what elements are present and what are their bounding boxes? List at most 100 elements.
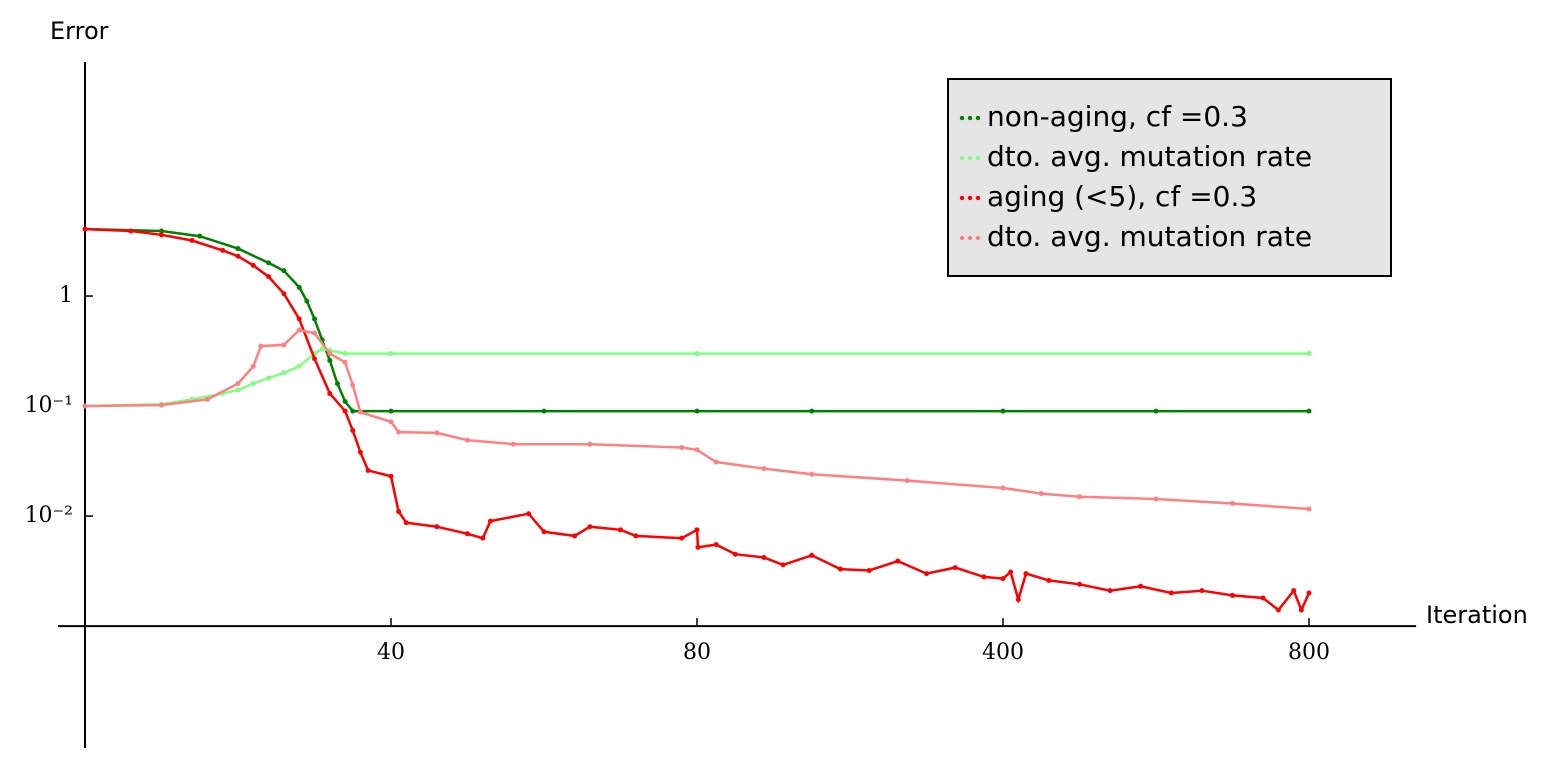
legend-marker bbox=[959, 195, 965, 201]
point bbox=[235, 246, 241, 252]
point bbox=[197, 233, 203, 239]
legend-marker bbox=[959, 235, 965, 241]
series-line bbox=[84, 328, 1310, 511]
legend-marker bbox=[967, 195, 973, 201]
legend-label: non-aging, cf =0.3 bbox=[987, 100, 1248, 133]
point bbox=[587, 441, 593, 447]
point bbox=[587, 524, 593, 530]
point bbox=[1291, 588, 1297, 594]
point bbox=[809, 471, 815, 477]
point bbox=[1008, 569, 1014, 575]
point bbox=[1168, 590, 1174, 596]
point bbox=[342, 359, 348, 365]
point bbox=[837, 566, 843, 572]
x-tick-label: 800 bbox=[1288, 640, 1330, 665]
point bbox=[633, 533, 639, 539]
point bbox=[1138, 583, 1144, 589]
legend-marker bbox=[967, 115, 973, 121]
legend-label: dto. avg. mutation rate bbox=[987, 220, 1312, 253]
legend: non-aging, cf =0.3 dto. avg. mutation rat… bbox=[959, 100, 1312, 253]
legend-label: dto. avg. mutation rate bbox=[987, 140, 1312, 173]
x-tick-label: 40 bbox=[377, 640, 405, 665]
point bbox=[396, 429, 402, 435]
point bbox=[312, 356, 317, 362]
point bbox=[761, 466, 767, 472]
series-line bbox=[84, 227, 1311, 614]
point bbox=[694, 351, 700, 357]
point bbox=[695, 544, 701, 550]
point bbox=[159, 402, 164, 408]
point bbox=[250, 363, 256, 369]
point bbox=[235, 387, 241, 393]
point bbox=[1230, 501, 1235, 507]
point bbox=[618, 527, 623, 533]
point bbox=[1306, 351, 1312, 357]
point bbox=[159, 228, 164, 234]
point bbox=[266, 260, 272, 266]
point bbox=[434, 524, 440, 530]
point bbox=[357, 449, 363, 455]
point bbox=[713, 459, 719, 465]
point bbox=[281, 268, 287, 274]
x-axis-label: Iteration bbox=[1426, 601, 1528, 629]
point bbox=[220, 247, 226, 253]
point bbox=[365, 467, 371, 473]
point bbox=[296, 363, 302, 369]
point bbox=[1260, 595, 1266, 601]
point bbox=[250, 381, 256, 387]
point bbox=[250, 262, 256, 268]
legend-marker bbox=[967, 155, 973, 161]
point bbox=[1275, 607, 1281, 613]
point bbox=[732, 551, 738, 557]
point bbox=[350, 427, 356, 433]
point bbox=[1000, 485, 1006, 491]
legend-marker bbox=[975, 155, 981, 161]
point bbox=[235, 381, 241, 387]
point bbox=[1046, 577, 1052, 583]
point bbox=[327, 351, 333, 357]
point bbox=[281, 370, 287, 376]
point bbox=[388, 351, 394, 357]
y-axis-label: Error bbox=[50, 17, 109, 45]
point bbox=[895, 558, 901, 564]
point bbox=[388, 408, 394, 414]
point bbox=[319, 346, 325, 352]
point bbox=[1153, 496, 1159, 502]
point bbox=[82, 226, 88, 232]
point bbox=[694, 527, 700, 533]
legend-marker bbox=[975, 115, 981, 121]
point bbox=[694, 408, 700, 414]
point bbox=[281, 291, 287, 297]
point bbox=[82, 403, 88, 409]
series-line bbox=[84, 347, 1309, 408]
point bbox=[1000, 576, 1006, 582]
point bbox=[1038, 491, 1044, 497]
point bbox=[128, 228, 134, 234]
point bbox=[1199, 588, 1205, 594]
point bbox=[342, 351, 348, 357]
point bbox=[694, 447, 700, 453]
x-tick-label: 80 bbox=[683, 640, 711, 665]
point bbox=[1306, 506, 1312, 512]
point bbox=[296, 284, 302, 290]
point bbox=[981, 574, 987, 580]
point bbox=[1107, 588, 1113, 594]
point bbox=[350, 408, 356, 414]
point bbox=[189, 237, 195, 243]
point bbox=[296, 327, 302, 333]
point bbox=[312, 330, 317, 336]
point bbox=[480, 535, 486, 541]
point bbox=[327, 357, 333, 363]
legend-marker bbox=[967, 235, 973, 241]
y-tick-label: 10⁻² bbox=[25, 503, 73, 528]
point bbox=[266, 375, 272, 381]
point bbox=[465, 531, 470, 537]
point bbox=[1077, 494, 1082, 500]
point bbox=[281, 342, 287, 348]
point bbox=[924, 571, 929, 577]
point bbox=[296, 316, 302, 322]
point bbox=[235, 253, 241, 259]
point bbox=[388, 473, 394, 479]
point bbox=[327, 391, 333, 397]
legend-label: aging (<5), cf =0.3 bbox=[987, 180, 1257, 213]
